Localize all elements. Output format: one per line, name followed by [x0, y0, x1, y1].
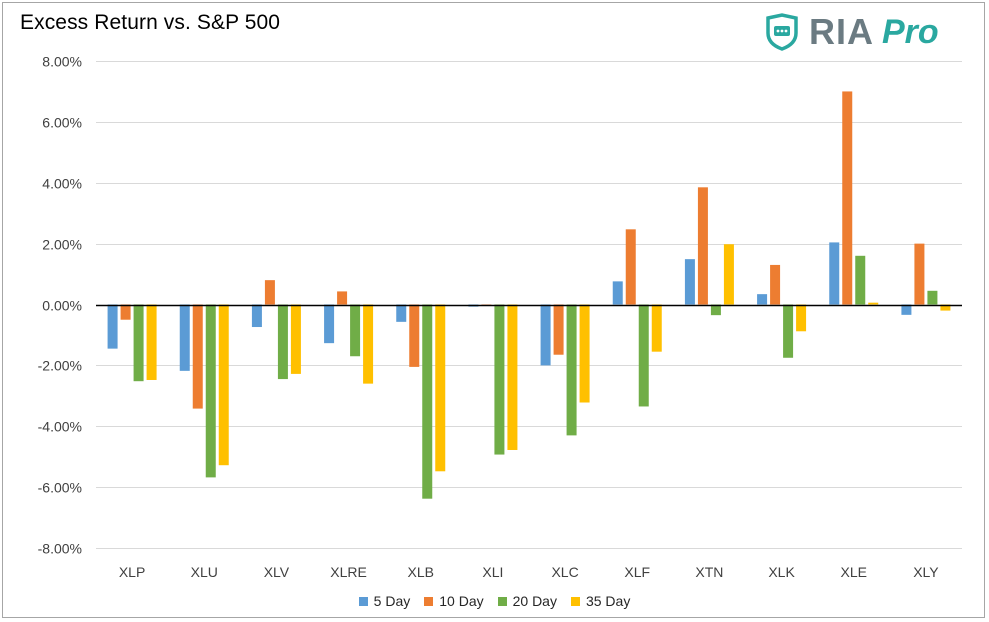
bar: [579, 304, 590, 403]
x-tick-label: XLU: [191, 564, 218, 580]
x-tick-label: XLB: [408, 564, 434, 580]
bar: [264, 280, 275, 305]
ria-pro-logo: RIA Pro: [765, 11, 939, 52]
legend-label: 35 Day: [585, 593, 631, 609]
legend-swatch: [358, 596, 368, 606]
bar: [842, 91, 853, 305]
y-tick-label: 8.00%: [42, 54, 82, 70]
legend-swatch: [570, 596, 580, 606]
bar: [396, 304, 407, 322]
legend-item: 20 Day: [497, 593, 557, 609]
y-tick-label: 4.00%: [42, 176, 82, 192]
legend-swatch: [424, 596, 434, 606]
bar: [337, 291, 348, 305]
bar: [192, 304, 203, 409]
legend-label: 20 Day: [512, 593, 557, 609]
x-tick-label: XLE: [841, 564, 867, 580]
bar: [146, 304, 157, 380]
bar: [723, 244, 734, 305]
bar: [710, 304, 721, 316]
bar: [540, 304, 551, 366]
y-tick-label: -4.00%: [38, 419, 82, 435]
bar: [120, 304, 131, 320]
bar: [796, 304, 807, 332]
shield-dots-icon: [766, 13, 798, 51]
y-tick-label: -6.00%: [38, 480, 82, 496]
bar: [205, 304, 216, 478]
x-tick-label: XTN: [695, 564, 723, 580]
bar: [251, 304, 262, 328]
x-tick-label: XLF: [624, 564, 650, 580]
chart-legend: 5 Day 10 Day 20 Day 35 Day: [0, 593, 989, 609]
bar: [350, 304, 361, 357]
bar: [684, 259, 695, 305]
bar: [277, 304, 288, 380]
bar: [783, 304, 794, 358]
legend-item: 35 Day: [570, 593, 631, 609]
bar: [218, 304, 229, 466]
bar: [855, 255, 866, 305]
y-tick-label: 6.00%: [42, 115, 82, 131]
x-tick-label: XLP: [119, 564, 145, 580]
bar: [940, 304, 951, 311]
x-tick-label: XLI: [482, 564, 503, 580]
bar: [107, 304, 118, 349]
bar: [133, 304, 144, 382]
bar: [868, 302, 879, 305]
bar: [179, 304, 190, 371]
legend-swatch: [497, 596, 507, 606]
bar: [770, 264, 781, 305]
bar: [638, 304, 649, 407]
legend-label: 10 Day: [439, 593, 484, 609]
bar: [494, 304, 505, 455]
bar: [553, 304, 564, 355]
bar: [435, 304, 446, 472]
bar: [697, 187, 708, 305]
logo-suffix-text: Pro: [882, 12, 939, 51]
bar: [422, 304, 433, 499]
bar: [927, 290, 938, 305]
bar: [829, 242, 840, 305]
bar: [651, 304, 662, 352]
y-tick-label: 0.00%: [42, 298, 82, 314]
bar: [612, 281, 623, 305]
x-tick-label: XLRE: [330, 564, 367, 580]
bar: [363, 304, 374, 384]
logo-brand-text: RIA: [809, 11, 874, 52]
x-tick-label: XLV: [264, 564, 290, 580]
bar: [566, 304, 577, 436]
bar: [409, 304, 420, 367]
legend-label: 5 Day: [373, 593, 411, 609]
bar: [507, 304, 518, 450]
y-tick-label: -2.00%: [38, 358, 82, 374]
bar: [757, 294, 768, 305]
legend-item: 5 Day: [358, 593, 411, 609]
x-tick-label: XLY: [913, 564, 939, 580]
bar: [324, 304, 335, 344]
bar: [914, 243, 925, 305]
x-tick-label: XLC: [551, 564, 578, 580]
chart-title: Excess Return vs. S&P 500: [20, 11, 281, 34]
bar: [290, 304, 301, 374]
x-tick-label: XLK: [768, 564, 795, 580]
bar: [625, 229, 636, 305]
y-tick-label: -8.00%: [38, 541, 82, 557]
bar: [901, 304, 912, 315]
y-tick-label: 2.00%: [42, 237, 82, 253]
legend-item: 10 Day: [424, 593, 484, 609]
